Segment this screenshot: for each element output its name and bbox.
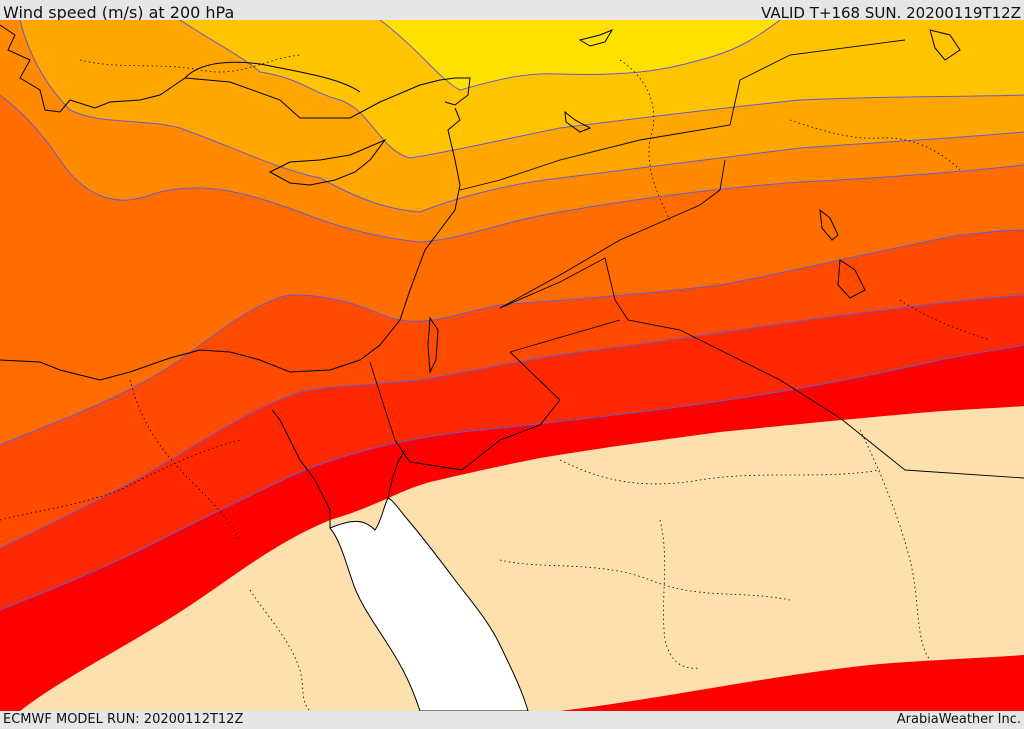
wind-band-1 xyxy=(380,20,780,90)
header-bar: Wind speed (m/s) at 200 hPa VALID T+168 … xyxy=(0,0,1024,22)
wind-speed-map xyxy=(0,20,1024,711)
wind-contours xyxy=(0,20,1024,611)
model-run: ECMWF MODEL RUN: 20200112T12Z xyxy=(3,712,244,727)
map-title: Wind speed (m/s) at 200 hPa xyxy=(3,3,235,22)
calm-zone xyxy=(20,406,1024,711)
map-canvas xyxy=(0,20,1024,711)
admin-boundaries xyxy=(0,54,991,711)
wind-band-2 xyxy=(180,20,1024,158)
valid-time: VALID T+168 SUN. 20200119T12Z xyxy=(761,4,1021,22)
credit: ArabiaWeather Inc. xyxy=(896,712,1021,727)
footer-bar: ECMWF MODEL RUN: 20200112T12Z ArabiaWeat… xyxy=(0,711,1024,729)
coastlines xyxy=(0,24,961,528)
red-sea xyxy=(329,497,529,711)
borders xyxy=(369,39,1024,479)
